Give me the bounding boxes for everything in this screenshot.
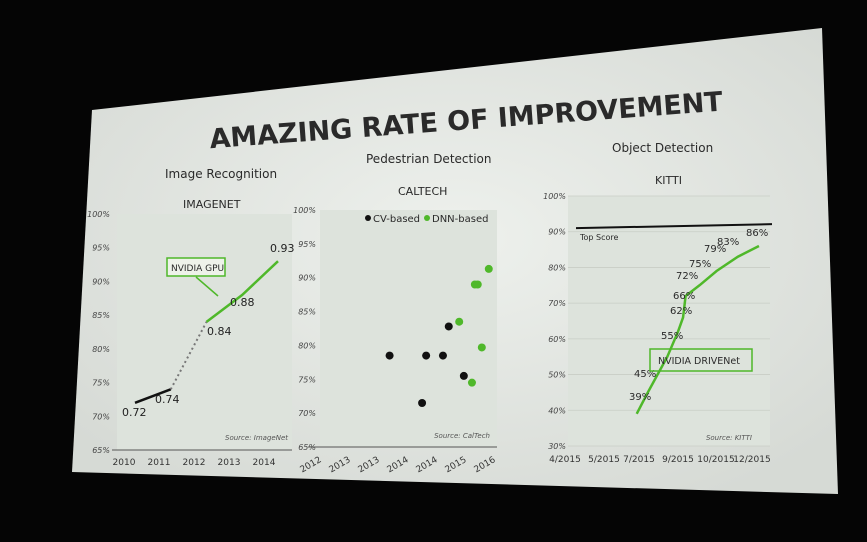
data-point-cv <box>438 351 447 360</box>
y-tick-label: 50% <box>548 371 566 380</box>
series-line-drivenet <box>635 244 760 415</box>
data-label: 55% <box>661 331 683 342</box>
series-line-gpu <box>205 260 279 323</box>
series-line-pre-gpu <box>134 388 172 404</box>
data-label: 0.74 <box>155 393 180 406</box>
data-point-dnn <box>477 343 486 352</box>
y-tick-label: 90% <box>92 277 110 286</box>
legend-label-cv: CV-based <box>373 214 420 225</box>
plot-area <box>568 196 770 446</box>
y-tick-label: 80% <box>548 263 566 272</box>
data-label: 0.93 <box>270 242 295 255</box>
imagenet-chart: Image Recognition IMAGENET 65% 70% 75% 80% 85%… <box>87 167 294 468</box>
data-point-cv <box>418 398 427 407</box>
y-tick-label: 70% <box>92 412 110 421</box>
y-tick-label: 90% <box>548 228 566 237</box>
y-tick-label: 100% <box>293 206 316 215</box>
annotation-label: NVIDIA DRIVENet <box>658 356 740 367</box>
source-note: Source: KITTI <box>706 434 752 442</box>
x-tick-label: 7/2015 <box>623 455 655 465</box>
annotation-arrow <box>195 276 219 297</box>
data-point-cv <box>422 351 431 360</box>
source-note: Source: ImageNet <box>225 434 288 442</box>
y-tick-label: 70% <box>548 299 566 308</box>
data-point-cv <box>385 351 394 360</box>
y-tick-label: 65% <box>298 443 316 452</box>
x-tick-label: 2012 <box>183 458 206 468</box>
chart-heading: Image Recognition <box>165 167 277 181</box>
y-tick-label: 80% <box>92 345 110 354</box>
data-point-dnn <box>484 264 493 273</box>
legend-label-dnn: DNN-based <box>432 214 488 225</box>
data-label: 72% <box>676 271 698 282</box>
x-tick-label: 2011 <box>148 458 171 468</box>
y-tick-label: 70% <box>298 409 316 418</box>
data-label: 0.72 <box>122 406 147 419</box>
x-tick-label: 2010 <box>113 458 136 468</box>
data-point-cv <box>444 322 453 331</box>
annotation-box <box>166 257 226 277</box>
caltech-chart: Pedestrian Detection CALTECH 65% 70% 75% 80% 8… <box>293 152 498 475</box>
y-tick-label: 90% <box>298 274 316 283</box>
data-point-dnn <box>467 378 476 387</box>
data-label: 0.84 <box>207 325 232 338</box>
data-label: 66% <box>673 291 695 302</box>
data-label: 83% <box>717 237 739 248</box>
legend-marker-dnn <box>424 215 430 221</box>
y-tick-label: 85% <box>92 311 110 320</box>
data-label: 79% <box>704 244 726 255</box>
chart-title: IMAGENET <box>183 198 241 211</box>
y-tick-label: 100% <box>543 192 566 201</box>
chart-title: CALTECH <box>398 185 447 198</box>
data-label: 62% <box>670 306 692 317</box>
x-tick-label: 2014 <box>253 458 276 468</box>
source-note: Source: CalTech <box>434 432 490 440</box>
legend-marker-cv <box>365 215 371 221</box>
y-tick-label: 100% <box>87 210 110 219</box>
y-tick-label: 95% <box>298 240 316 249</box>
data-label: 45% <box>634 369 656 380</box>
data-label: 39% <box>629 392 651 403</box>
y-tick-label: 80% <box>298 341 316 350</box>
chart-heading: Object Detection <box>612 141 713 155</box>
y-tick-label: 75% <box>92 379 110 388</box>
top-score-label: Top Score <box>579 233 619 242</box>
annotation-label: NVIDIA GPU <box>171 264 224 274</box>
data-point-dnn <box>473 280 482 289</box>
y-tick-label: 40% <box>548 406 566 415</box>
data-point-cv <box>459 371 468 380</box>
data-point-dnn <box>455 317 464 326</box>
x-tick-label: 10/2015 <box>697 455 734 465</box>
chart-heading: Pedestrian Detection <box>366 152 491 166</box>
x-tick-label: 2013 <box>218 458 241 468</box>
y-tick-label: 85% <box>298 308 316 317</box>
x-tick-label: 12/2015 <box>733 455 770 465</box>
kitti-chart: Object Detection KITTI 30% 40% 50% 60% 70% 80% 9… <box>543 141 773 465</box>
plot-area <box>320 210 497 447</box>
y-tick-label: 75% <box>298 375 316 384</box>
data-label: 75% <box>689 259 711 270</box>
chart-title: KITTI <box>655 174 682 187</box>
plot-area <box>117 214 292 450</box>
x-tick-label: 5/2015 <box>588 455 620 465</box>
x-tick-label: 4/2015 <box>549 455 581 465</box>
y-tick-label: 30% <box>548 442 566 451</box>
y-tick-label: 60% <box>548 335 566 344</box>
data-label: 86% <box>746 228 768 239</box>
y-tick-label: 95% <box>92 244 110 253</box>
top-score-line <box>575 223 773 230</box>
y-tick-label: 65% <box>92 446 110 455</box>
x-tick-label: 9/2015 <box>662 455 694 465</box>
annotation-box <box>649 348 753 372</box>
data-label: 0.88 <box>230 296 255 309</box>
